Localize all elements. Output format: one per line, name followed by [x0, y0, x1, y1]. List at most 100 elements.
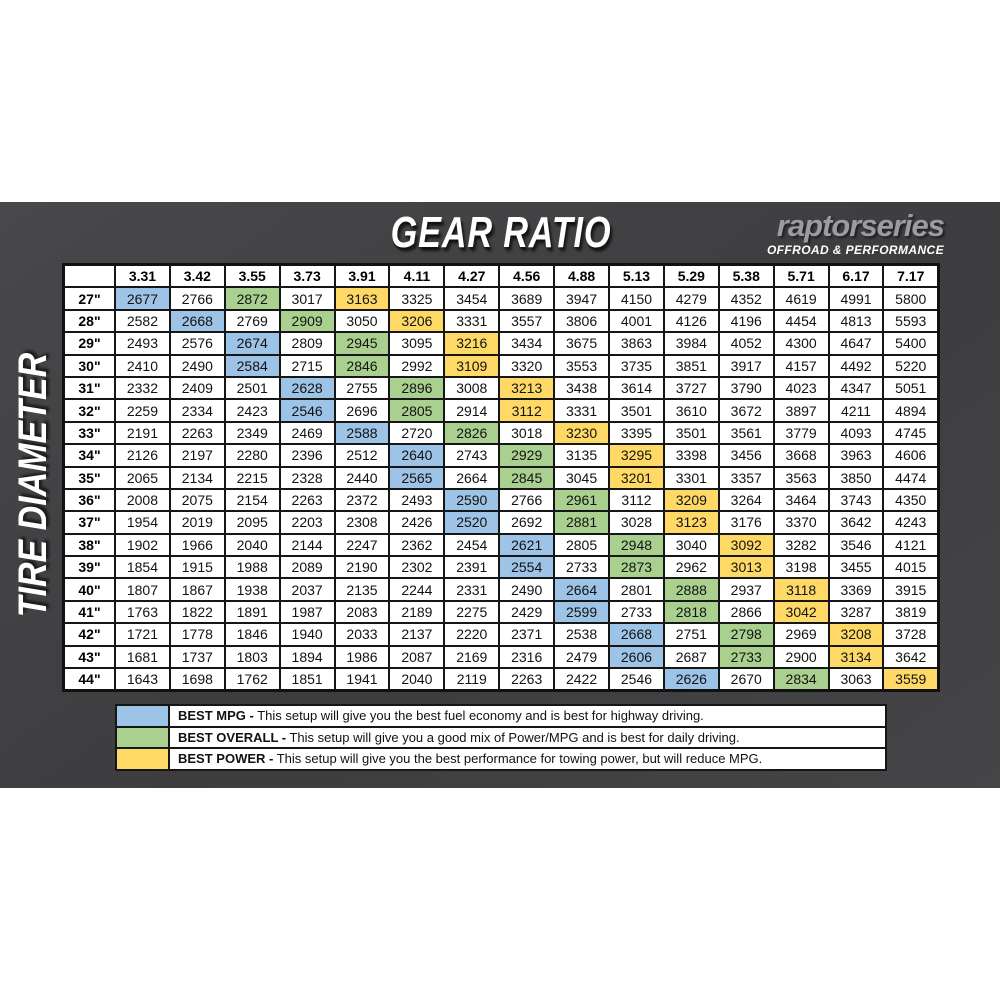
gear-ratio-header: 5.29: [662, 263, 720, 289]
rpm-cell: 3438: [553, 375, 611, 401]
rpm-cell-best-power: 3213: [498, 375, 556, 401]
tire-diameter-cell: 39": [62, 555, 116, 580]
rpm-cell-best-overall: 2929: [498, 443, 556, 468]
rpm-cell: 2715: [278, 353, 336, 378]
gear-ratio-header: 6.17: [827, 263, 885, 289]
rpm-cell-best-power: 3109: [443, 353, 501, 378]
rpm-cell: 3370: [772, 510, 830, 535]
rpm-cell-best-mpg: 2621: [498, 532, 556, 558]
rpm-cell: 3610: [662, 398, 720, 423]
rpm-cell-best-power: 3042: [772, 599, 830, 625]
rpm-cell-best-mpg: 2674: [223, 331, 281, 356]
rpm-cell: 3850: [827, 465, 885, 490]
rpm-cell: 4023: [772, 375, 830, 401]
rpm-cell: 2275: [443, 599, 501, 625]
rpm-cell: 3357: [717, 465, 775, 490]
rpm-cell: 3063: [827, 667, 885, 692]
legend-text: BEST POWER - This setup will give you th…: [168, 747, 887, 771]
rpm-cell: 2664: [443, 465, 501, 490]
rpm-cell: 1763: [114, 599, 171, 625]
rpm-cell: 2134: [168, 465, 226, 490]
rpm-cell: 1987: [278, 599, 336, 625]
rpm-cell-best-mpg: 2677: [114, 286, 171, 311]
rpm-cell: 3546: [827, 532, 885, 558]
rpm-cell: 1778: [168, 622, 226, 647]
rpm-cell: 2083: [333, 599, 391, 625]
tire-diameter-cell: 43": [62, 644, 116, 670]
rpm-cell: 1941: [333, 667, 391, 692]
rpm-cell-best-power: 3092: [717, 532, 775, 558]
legend: BEST MPG - This setup will give you the …: [115, 704, 887, 771]
rpm-cell: 2119: [443, 667, 501, 692]
legend-label: BEST OVERALL -: [178, 729, 287, 745]
rpm-cell: 2766: [168, 286, 226, 311]
rpm-cell: 4121: [882, 532, 940, 558]
rpm-cell-best-mpg: 2640: [388, 443, 446, 468]
rpm-cell: 3017: [278, 286, 336, 311]
rpm-cell: 2331: [443, 577, 501, 602]
rpm-cell: 2900: [772, 644, 830, 670]
legend-label: BEST POWER -: [178, 751, 274, 767]
rpm-cell: 2720: [388, 420, 446, 446]
rpm-cell: 2362: [388, 532, 446, 558]
rpm-cell: 2992: [388, 353, 446, 378]
table-row: 39" 1854 1915 1988 2089 2190 2302 2391 2554 2733 2…: [62, 555, 940, 580]
rpm-cell: 3727: [662, 375, 720, 401]
rpm-cell: 3819: [882, 599, 940, 625]
table-row: 44" 1643 1698 1762 1851 1941 2040 2119 2263 2422 2…: [62, 667, 940, 692]
rpm-cell: 2008: [114, 487, 171, 513]
rpm-cell: 2422: [553, 667, 611, 692]
rpm-cell: 2197: [168, 443, 226, 468]
rpm-cell: 2733: [608, 599, 665, 625]
rpm-cell-best-overall: 2881: [553, 510, 611, 535]
rpm-cell: 4991: [827, 286, 885, 311]
rpm-cell: 2733: [553, 555, 611, 580]
rpm-cell: 3018: [498, 420, 556, 446]
rpm-cell: 1721: [114, 622, 171, 647]
rpm-cell: 2137: [388, 622, 446, 647]
legend-description: This setup will give you the best perfor…: [273, 751, 763, 767]
rpm-cell: 2914: [443, 398, 501, 423]
rpm-cell-best-overall: 2733: [717, 644, 775, 670]
table-row: 43" 1681 1737 1803 1894 1986 2087 2169 2316 2479 2…: [62, 644, 940, 670]
rpm-cell: 2040: [388, 667, 446, 692]
rpm-cell: 2037: [278, 577, 336, 602]
rpm-cell: 2501: [223, 375, 281, 401]
rpm-cell: 3947: [553, 286, 611, 311]
rpm-cell-best-overall: 2961: [553, 487, 611, 513]
rpm-cell: 5400: [882, 331, 940, 356]
rpm-cell: 3456: [717, 443, 775, 468]
rpm-cell-best-mpg: 2565: [388, 465, 446, 490]
rpm-cell: 3287: [827, 599, 885, 625]
rpm-cell: 2302: [388, 555, 446, 580]
rpm-cell: 2969: [772, 622, 830, 647]
rpm-cell-best-power: 3206: [388, 308, 446, 334]
tire-diameter-cell: 38": [62, 532, 116, 558]
best-mpg-swatch: [115, 704, 170, 728]
rpm-cell: 3614: [608, 375, 665, 401]
rpm-cell: 4300: [772, 331, 830, 356]
rpm-cell: 4052: [717, 331, 775, 356]
rpm-cell-best-mpg: 2590: [443, 487, 501, 513]
table-row: 31" 2332 2409 2501 2628 2755 2896 3008 3213 3438 3…: [62, 375, 940, 401]
rpm-cell: 2075: [168, 487, 226, 513]
rpm-cell-best-overall: 2834: [772, 667, 830, 692]
gear-ratio-header: 5.71: [772, 263, 830, 289]
tire-diameter-cell: 30": [62, 353, 116, 378]
rpm-cell: 4619: [772, 286, 830, 311]
rpm-cell: 2490: [498, 577, 556, 602]
rpm-cell: 2126: [114, 443, 171, 468]
rpm-cell: 3455: [827, 555, 885, 580]
table-row: 38" 1902 1966 2040 2144 2247 2362 2454 2621 2805 2…: [62, 532, 940, 558]
tire-diameter-cell: 29": [62, 331, 116, 356]
rpm-cell-best-mpg: 2626: [662, 667, 720, 692]
table-row: 29" 2493 2576 2674 2809 2945 3095 3216 3434 3675 3…: [62, 331, 940, 356]
rpm-cell: 2259: [114, 398, 171, 423]
gear-ratio-header: 4.27: [443, 263, 501, 289]
rpm-cell-best-mpg: 2606: [608, 644, 665, 670]
rpm-cell: 2144: [278, 532, 336, 558]
rpm-cell: 3668: [772, 443, 830, 468]
tire-diameter-cell: 40": [62, 577, 116, 602]
rpm-cell: 3395: [608, 420, 665, 446]
gear-ratio-header: 3.73: [278, 263, 336, 289]
